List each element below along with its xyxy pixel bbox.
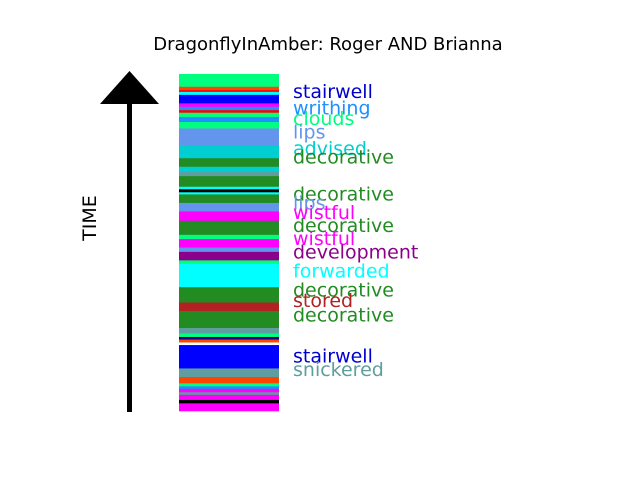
stripe-label-7: decorative <box>293 183 394 205</box>
stripe-18 <box>179 186 279 190</box>
stripe-label-2: writhing <box>293 98 371 120</box>
stripe-label-3: clouds <box>293 108 354 130</box>
stripe-38 <box>179 342 279 346</box>
stripe-45 <box>179 392 279 396</box>
stripe-6 <box>179 103 279 108</box>
y-axis-label: TIME <box>79 195 101 242</box>
stripe-11 <box>179 122 279 129</box>
stripe-46 <box>179 394 279 401</box>
stripe-8 <box>179 110 279 114</box>
stripe-25 <box>179 234 279 240</box>
stripe-label-11: wistful <box>293 228 355 250</box>
stripe-16 <box>179 171 279 177</box>
stripe-21 <box>179 194 279 204</box>
stripe-4 <box>179 91 279 96</box>
stripe-label-10: decorative <box>293 215 394 237</box>
stripe-23 <box>179 211 279 222</box>
stripe-label-12: development <box>293 242 418 264</box>
stripe-label-1: stairwell <box>293 81 373 103</box>
stripe-13 <box>179 145 279 159</box>
stripe-3 <box>179 90 279 93</box>
stripe-label-6: decorative <box>293 147 394 169</box>
stripe-label-13: forwarded <box>293 261 390 283</box>
stripe-31 <box>179 287 279 303</box>
stripe-29 <box>179 260 279 265</box>
stripe-column <box>179 74 279 412</box>
time-axis <box>100 71 159 412</box>
time-axis-arrowhead <box>100 71 159 104</box>
stripe-30 <box>179 263 279 288</box>
stripe-label-5: advised <box>293 138 367 160</box>
stripe-24 <box>179 220 279 236</box>
stripe-label-9: wistful <box>293 202 355 224</box>
stripe-36 <box>179 336 279 340</box>
stripe-20 <box>179 192 279 195</box>
stripe-labels: stairwellwrithingcloudslipsadviseddecora… <box>293 81 418 381</box>
stripe-41 <box>179 376 279 384</box>
stripe-40 <box>179 368 279 378</box>
stripe-37 <box>179 339 279 343</box>
stripe-9 <box>179 112 279 118</box>
stripe-27 <box>179 247 279 253</box>
stripe-2 <box>179 86 279 91</box>
chart-title: DragonflyInAmber: Roger AND Brianna <box>153 34 502 55</box>
stripe-1 <box>179 74 279 88</box>
stripe-label-18: snickered <box>293 359 384 381</box>
stripe-26 <box>179 239 279 248</box>
stripe-48 <box>179 403 279 412</box>
stripe-39 <box>179 345 279 369</box>
stripe-label-15: stored <box>293 290 353 312</box>
stripe-label-4: lips <box>293 121 326 143</box>
stripe-label-17: stairwell <box>293 345 373 367</box>
stripe-label-16: decorative <box>293 304 394 326</box>
stripe-label-14: decorative <box>293 280 394 302</box>
stripe-10 <box>179 116 279 123</box>
stripe-44 <box>179 388 279 393</box>
stripe-12 <box>179 128 279 146</box>
stripe-14 <box>179 158 279 168</box>
stripe-33 <box>179 311 279 329</box>
stripe-15 <box>179 166 279 173</box>
stripe-42 <box>179 383 279 387</box>
stripe-35 <box>179 333 279 338</box>
stripe-47 <box>179 399 279 404</box>
stripe-label-8: lips <box>293 193 326 215</box>
stripe-43 <box>179 386 279 390</box>
stripe-5 <box>179 94 279 104</box>
stripe-28 <box>179 251 279 261</box>
stripe-19 <box>179 189 279 193</box>
stripe-7 <box>179 106 279 111</box>
stripe-34 <box>179 328 279 334</box>
stripe-17 <box>179 176 279 188</box>
stripe-22 <box>179 202 279 212</box>
time-axis-shaft <box>127 98 132 412</box>
stripe-32 <box>179 302 279 312</box>
